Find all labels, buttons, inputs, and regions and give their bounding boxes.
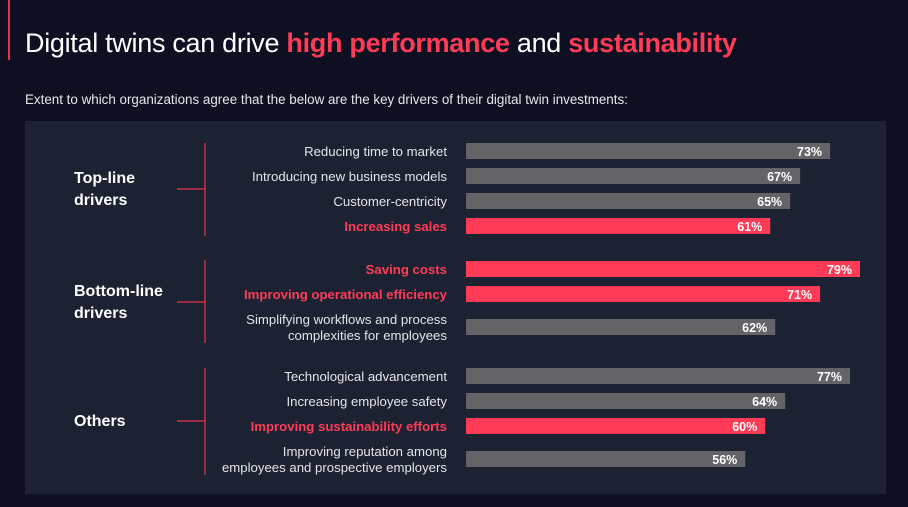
bar	[466, 368, 851, 384]
category-label-line: Improving reputation among	[283, 444, 447, 459]
bar	[466, 193, 791, 209]
category-label-line: Improving operational efficiency	[244, 287, 448, 302]
data-label: 71%	[787, 288, 812, 302]
data-label: 67%	[767, 170, 792, 184]
bar-chart: Top-line drivers Reducing time to market 73…	[74, 143, 860, 475]
category-label: Customer-centricity	[333, 194, 447, 209]
category-label-line: Increasing sales	[344, 219, 447, 234]
data-label: 62%	[742, 321, 767, 335]
bar	[466, 218, 771, 234]
title-highlight-sustainability: sustainability	[568, 28, 737, 58]
bar	[466, 261, 860, 277]
bar	[466, 418, 766, 434]
category-label-line: Customer-centricity	[333, 194, 447, 209]
title-accent-line	[8, 0, 10, 60]
data-label: 61%	[737, 220, 762, 234]
bar	[466, 286, 821, 302]
category-label-line: employees and prospective employers	[222, 460, 447, 475]
category-label-line: Simplifying workflows and process	[246, 312, 447, 327]
category-label-line: Saving costs	[366, 262, 447, 277]
data-label: 60%	[732, 420, 757, 434]
data-label: 73%	[797, 145, 822, 159]
page-title: Digital twins can drive high performance…	[25, 28, 737, 59]
bar	[466, 393, 786, 409]
category-label: Increasing employee safety	[286, 394, 447, 409]
bar	[466, 168, 801, 184]
category-label: Improving operational efficiency	[244, 287, 448, 302]
group-label-line: Top-line	[74, 170, 135, 187]
bar	[466, 143, 831, 159]
group-label: Top-line drivers	[74, 170, 135, 209]
chart-subtitle: Extent to which organizations agree that…	[25, 92, 628, 107]
category-label: Reducing time to market	[304, 144, 447, 159]
category-label-line: complexities for employees	[288, 328, 447, 343]
title-prefix: Digital twins can drive	[25, 28, 287, 58]
group-label-line: drivers	[74, 192, 127, 209]
category-label-line: Reducing time to market	[304, 144, 447, 159]
category-label-line: Introducing new business models	[252, 169, 447, 184]
bar	[466, 319, 776, 335]
group-label-line: Others	[74, 413, 126, 430]
chart-panel: Top-line drivers Reducing time to market 73…	[25, 121, 886, 494]
category-label-line: Improving sustainability efforts	[251, 419, 447, 434]
title-highlight-performance: high performance	[286, 28, 510, 58]
category-label: Improving sustainability efforts	[251, 419, 447, 434]
category-label: Saving costs	[366, 262, 447, 277]
data-label: 56%	[712, 453, 737, 467]
category-label: Improving reputation among employees and …	[222, 444, 447, 475]
data-label: 64%	[752, 395, 777, 409]
data-label: 79%	[827, 263, 852, 277]
data-label: 65%	[757, 195, 782, 209]
group-label: Bottom-line drivers	[74, 283, 163, 322]
group-label-line: Bottom-line	[74, 283, 163, 300]
category-label-line: Technological advancement	[284, 369, 447, 384]
group-label: Others	[74, 413, 126, 430]
category-label: Increasing sales	[344, 219, 447, 234]
category-label-line: Increasing employee safety	[286, 394, 447, 409]
data-label: 77%	[817, 370, 842, 384]
title-middle: and	[509, 28, 569, 58]
category-label: Simplifying workflows and process complex…	[246, 312, 447, 343]
category-label: Technological advancement	[284, 369, 447, 384]
group-label-line: drivers	[74, 305, 127, 322]
category-label: Introducing new business models	[252, 169, 447, 184]
bar	[466, 451, 746, 467]
